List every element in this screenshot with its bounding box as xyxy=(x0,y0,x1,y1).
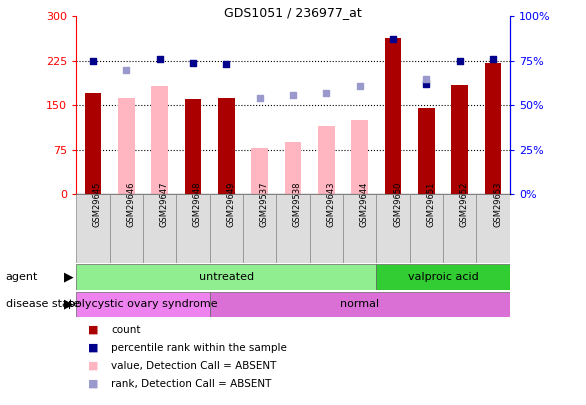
Bar xyxy=(285,142,301,194)
FancyBboxPatch shape xyxy=(76,292,210,317)
Bar xyxy=(251,148,268,194)
FancyBboxPatch shape xyxy=(443,194,476,263)
FancyBboxPatch shape xyxy=(376,194,410,263)
FancyBboxPatch shape xyxy=(376,264,510,290)
FancyBboxPatch shape xyxy=(243,194,277,263)
Bar xyxy=(418,108,435,194)
Bar xyxy=(385,38,401,194)
Text: untreated: untreated xyxy=(199,272,254,282)
FancyBboxPatch shape xyxy=(410,194,443,263)
Point xyxy=(422,81,431,87)
Text: ▶: ▶ xyxy=(64,298,73,311)
FancyBboxPatch shape xyxy=(76,264,376,290)
FancyBboxPatch shape xyxy=(110,194,143,263)
FancyBboxPatch shape xyxy=(277,194,309,263)
FancyBboxPatch shape xyxy=(476,194,510,263)
Text: value, Detection Call = ABSENT: value, Detection Call = ABSENT xyxy=(111,361,277,371)
Text: GSM29649: GSM29649 xyxy=(226,182,236,228)
Text: rank, Detection Call = ABSENT: rank, Detection Call = ABSENT xyxy=(111,379,272,388)
Text: normal: normal xyxy=(340,299,379,309)
Point xyxy=(222,61,231,68)
Text: GSM29651: GSM29651 xyxy=(427,182,435,228)
FancyBboxPatch shape xyxy=(210,194,243,263)
Text: GSM29648: GSM29648 xyxy=(193,182,202,228)
Text: GSM29650: GSM29650 xyxy=(393,182,402,228)
Text: GSM29643: GSM29643 xyxy=(326,182,335,228)
Text: GSM29652: GSM29652 xyxy=(460,182,469,228)
Point xyxy=(355,83,364,89)
Text: ■: ■ xyxy=(88,343,98,353)
Point xyxy=(155,56,164,62)
Text: ■: ■ xyxy=(88,379,98,388)
Point xyxy=(88,58,97,64)
Text: percentile rank within the sample: percentile rank within the sample xyxy=(111,343,287,353)
Text: ▶: ▶ xyxy=(64,271,73,284)
Text: GSM29647: GSM29647 xyxy=(159,182,169,228)
FancyBboxPatch shape xyxy=(143,194,176,263)
Text: valproic acid: valproic acid xyxy=(408,272,479,282)
Point xyxy=(489,56,498,62)
Point xyxy=(322,90,331,96)
FancyBboxPatch shape xyxy=(309,194,343,263)
Bar xyxy=(451,85,468,194)
FancyBboxPatch shape xyxy=(343,194,376,263)
Text: ■: ■ xyxy=(88,325,98,335)
FancyBboxPatch shape xyxy=(76,194,110,263)
Text: GSM29644: GSM29644 xyxy=(360,182,369,228)
Point xyxy=(255,95,264,101)
Bar xyxy=(218,98,234,194)
Bar xyxy=(151,86,168,194)
FancyBboxPatch shape xyxy=(176,194,210,263)
Bar xyxy=(84,94,101,194)
FancyBboxPatch shape xyxy=(210,292,510,317)
Text: count: count xyxy=(111,325,141,335)
Text: GDS1051 / 236977_at: GDS1051 / 236977_at xyxy=(224,6,362,19)
Text: GSM29538: GSM29538 xyxy=(293,182,302,228)
Point xyxy=(288,92,298,98)
Text: GSM29537: GSM29537 xyxy=(260,182,268,228)
Point xyxy=(455,58,465,64)
Point xyxy=(389,36,398,43)
Point xyxy=(188,59,197,66)
Text: GSM29646: GSM29646 xyxy=(126,182,135,228)
Bar xyxy=(185,99,201,194)
Bar xyxy=(318,126,335,194)
Text: GSM29645: GSM29645 xyxy=(93,182,102,228)
Point xyxy=(121,66,131,73)
Point xyxy=(422,75,431,82)
Bar xyxy=(118,98,135,194)
Text: ■: ■ xyxy=(88,361,98,371)
Text: polycystic ovary syndrome: polycystic ovary syndrome xyxy=(68,299,218,309)
Text: disease state: disease state xyxy=(6,299,80,309)
Bar xyxy=(485,62,502,194)
Text: agent: agent xyxy=(6,272,38,282)
Bar xyxy=(352,120,368,194)
Text: GSM29653: GSM29653 xyxy=(493,182,502,228)
